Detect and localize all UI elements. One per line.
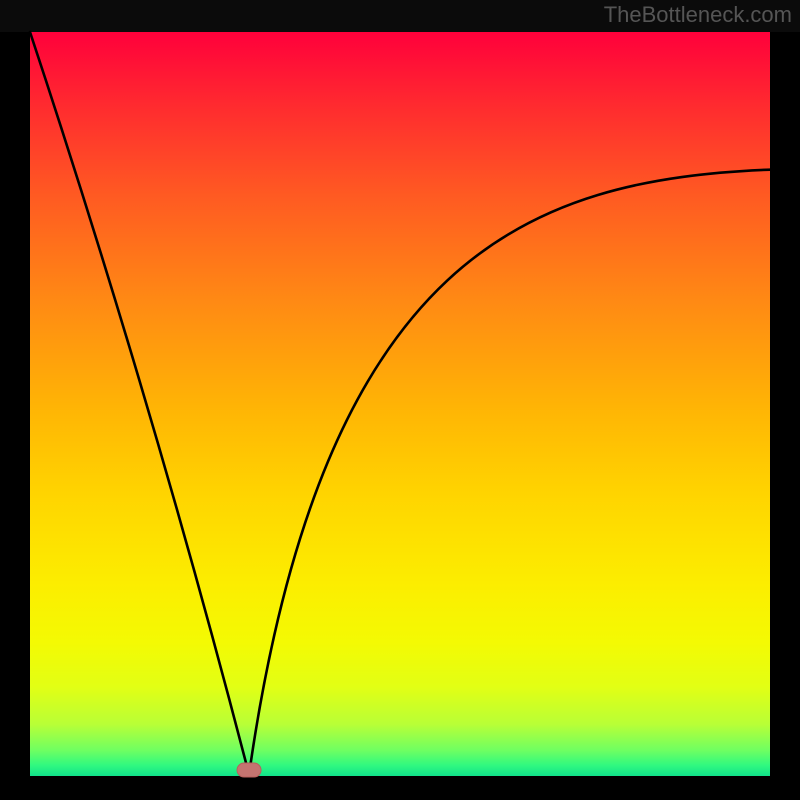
bottleneck-chart [0,0,800,800]
watermark-text: TheBottleneck.com [604,2,792,28]
plot-background [30,32,770,776]
chart-stage: TheBottleneck.com [0,0,800,800]
optimal-point-marker [237,763,261,777]
